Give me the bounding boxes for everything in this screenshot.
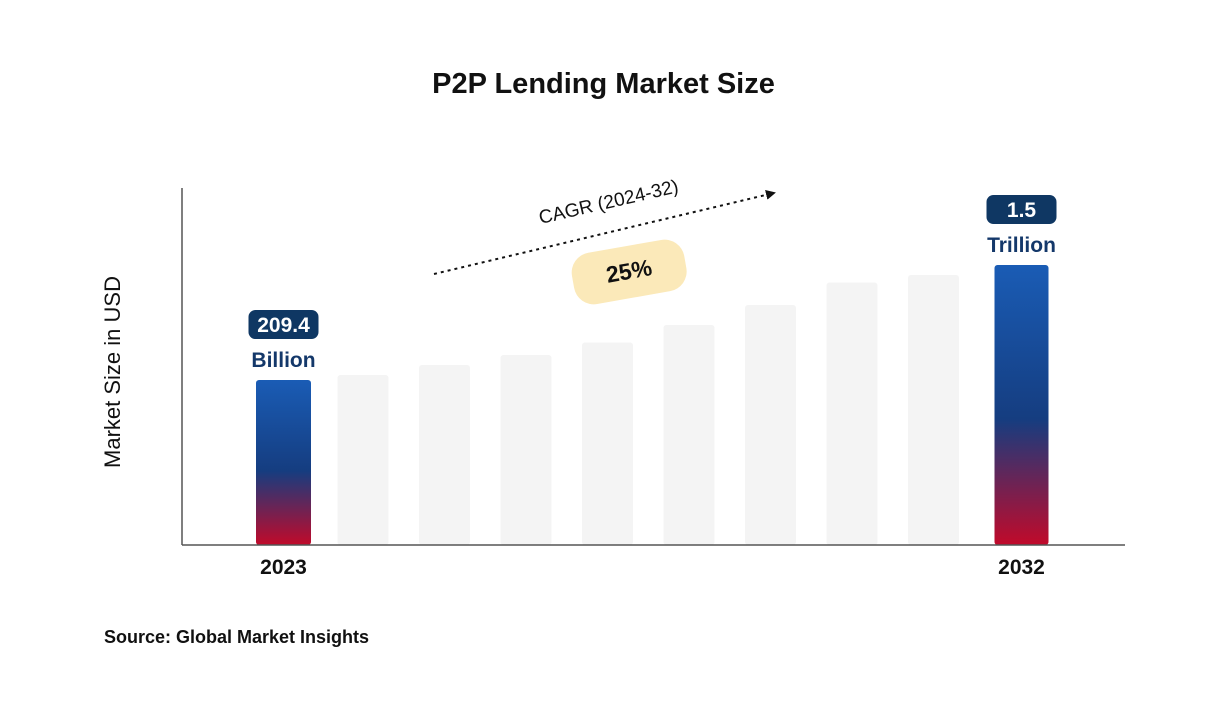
value-pill-2032 bbox=[986, 195, 1057, 224]
bar-2031 bbox=[908, 275, 959, 545]
bar-2026 bbox=[500, 355, 552, 545]
cagr-badge bbox=[571, 239, 687, 305]
bar-2025 bbox=[419, 365, 470, 545]
value-label-2023: 209.4 bbox=[257, 314, 310, 337]
value-label-2032: 1.5 bbox=[1007, 199, 1037, 222]
bar-2024 bbox=[337, 375, 389, 545]
bar-2029 bbox=[745, 305, 796, 545]
unit-label-2023: Billion bbox=[251, 349, 315, 372]
chart-title: P2P Lending Market Size bbox=[432, 68, 775, 100]
unit-label-2032: Trillion bbox=[987, 234, 1056, 257]
bar-2028 bbox=[663, 325, 715, 545]
bar-2032 bbox=[994, 265, 1049, 545]
bar-2030 bbox=[826, 282, 878, 545]
bar-2023 bbox=[256, 380, 311, 545]
value-pill-2023 bbox=[248, 310, 319, 339]
source-note: Source: Global Market Insights bbox=[104, 627, 370, 647]
bar-2027 bbox=[582, 342, 633, 545]
cagr-arrow bbox=[433, 189, 776, 275]
x-tick-2032: 2032 bbox=[998, 556, 1045, 579]
x-tick-2023: 2023 bbox=[260, 556, 307, 579]
